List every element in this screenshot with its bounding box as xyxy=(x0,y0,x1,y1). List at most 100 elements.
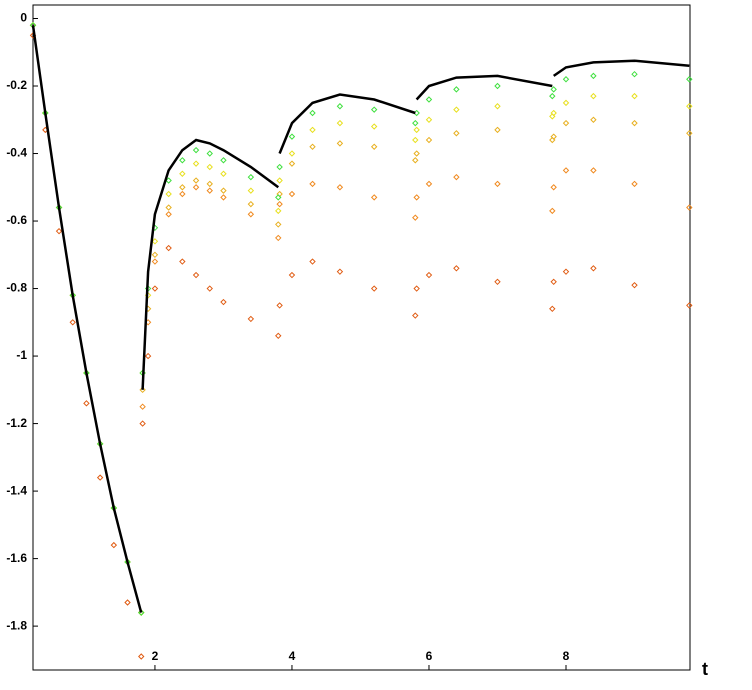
data-point xyxy=(276,177,283,184)
data-point xyxy=(631,119,638,127)
data-point xyxy=(309,109,316,117)
y-tick-label: -0.6 xyxy=(6,213,27,227)
data-point xyxy=(453,106,460,113)
data-point xyxy=(453,130,460,137)
data-point xyxy=(309,143,316,150)
data-point xyxy=(206,187,213,194)
data-point xyxy=(151,258,159,265)
data-point xyxy=(220,187,227,194)
data-point xyxy=(550,278,557,286)
data-point xyxy=(549,305,556,313)
data-point xyxy=(425,136,433,144)
data-point xyxy=(686,76,693,83)
data-point xyxy=(275,207,282,215)
data-point xyxy=(96,474,104,481)
data-point xyxy=(590,116,597,123)
data-point xyxy=(494,82,501,90)
data-point xyxy=(275,234,282,242)
data-point xyxy=(69,319,76,326)
data-point xyxy=(336,119,344,127)
data-point xyxy=(220,298,227,306)
data-point xyxy=(247,187,255,194)
data-point xyxy=(425,116,433,123)
data-point xyxy=(139,420,146,427)
data-point xyxy=(288,190,296,198)
data-point xyxy=(309,180,316,188)
data-point xyxy=(309,126,316,134)
data-point xyxy=(276,200,283,208)
data-point xyxy=(412,136,419,144)
data-point xyxy=(550,109,557,117)
data-point xyxy=(686,302,693,309)
data-point xyxy=(550,86,557,93)
data-point xyxy=(562,167,570,174)
data-point xyxy=(192,160,200,167)
data-point xyxy=(247,173,255,181)
data-point xyxy=(370,106,378,113)
data-point xyxy=(275,194,282,201)
data-point xyxy=(288,160,296,167)
data-point xyxy=(220,194,227,201)
data-point xyxy=(336,268,344,275)
data-point xyxy=(309,258,316,265)
y-tick-label: -0.4 xyxy=(6,146,27,160)
data-point xyxy=(453,86,460,93)
data-point xyxy=(151,285,159,292)
data-point xyxy=(686,103,693,110)
data-point xyxy=(247,315,255,323)
data-point xyxy=(151,238,159,245)
data-point xyxy=(55,227,63,235)
x-tick-label: 6 xyxy=(426,649,433,663)
data-point xyxy=(165,244,172,252)
data-point xyxy=(494,278,501,286)
data-point xyxy=(453,173,460,181)
data-point xyxy=(139,386,146,394)
data-point xyxy=(631,92,638,100)
data-point xyxy=(562,268,570,275)
data-point xyxy=(413,285,420,292)
data-point xyxy=(206,163,213,171)
data-point xyxy=(494,126,501,134)
data-point xyxy=(206,150,213,157)
data-point xyxy=(494,180,501,188)
data-point xyxy=(413,194,420,201)
data-point xyxy=(425,180,433,188)
x-tick-label: 4 xyxy=(289,649,296,663)
data-point xyxy=(288,150,296,157)
data-point xyxy=(631,180,638,188)
data-point xyxy=(144,352,152,360)
y-tick-label: -1.6 xyxy=(6,551,27,565)
data-point xyxy=(562,76,570,83)
data-point xyxy=(550,133,557,140)
data-point xyxy=(288,133,296,140)
y-tick-label: -0.2 xyxy=(6,78,27,92)
data-point xyxy=(124,599,131,606)
data-point xyxy=(220,157,227,164)
data-point xyxy=(590,92,597,100)
data-point xyxy=(110,541,118,549)
data-point xyxy=(413,150,420,157)
data-point xyxy=(590,72,597,80)
data-point xyxy=(138,653,145,660)
data-point xyxy=(412,312,419,319)
data-point xyxy=(494,103,501,110)
data-point xyxy=(165,204,172,211)
data-point xyxy=(206,285,213,292)
data-point xyxy=(550,184,557,191)
data-point xyxy=(370,143,378,150)
data-point xyxy=(413,126,420,134)
data-point xyxy=(453,265,460,272)
data-point xyxy=(151,251,159,259)
data-point xyxy=(370,194,378,201)
data-point xyxy=(179,184,186,191)
data-point xyxy=(179,190,186,198)
data-point xyxy=(138,609,145,616)
data-point xyxy=(192,271,200,279)
data-point xyxy=(336,103,344,110)
data-point xyxy=(275,332,282,340)
data-point xyxy=(562,99,570,107)
data-point xyxy=(631,281,638,289)
series-line xyxy=(31,25,690,613)
data-point xyxy=(288,271,296,279)
